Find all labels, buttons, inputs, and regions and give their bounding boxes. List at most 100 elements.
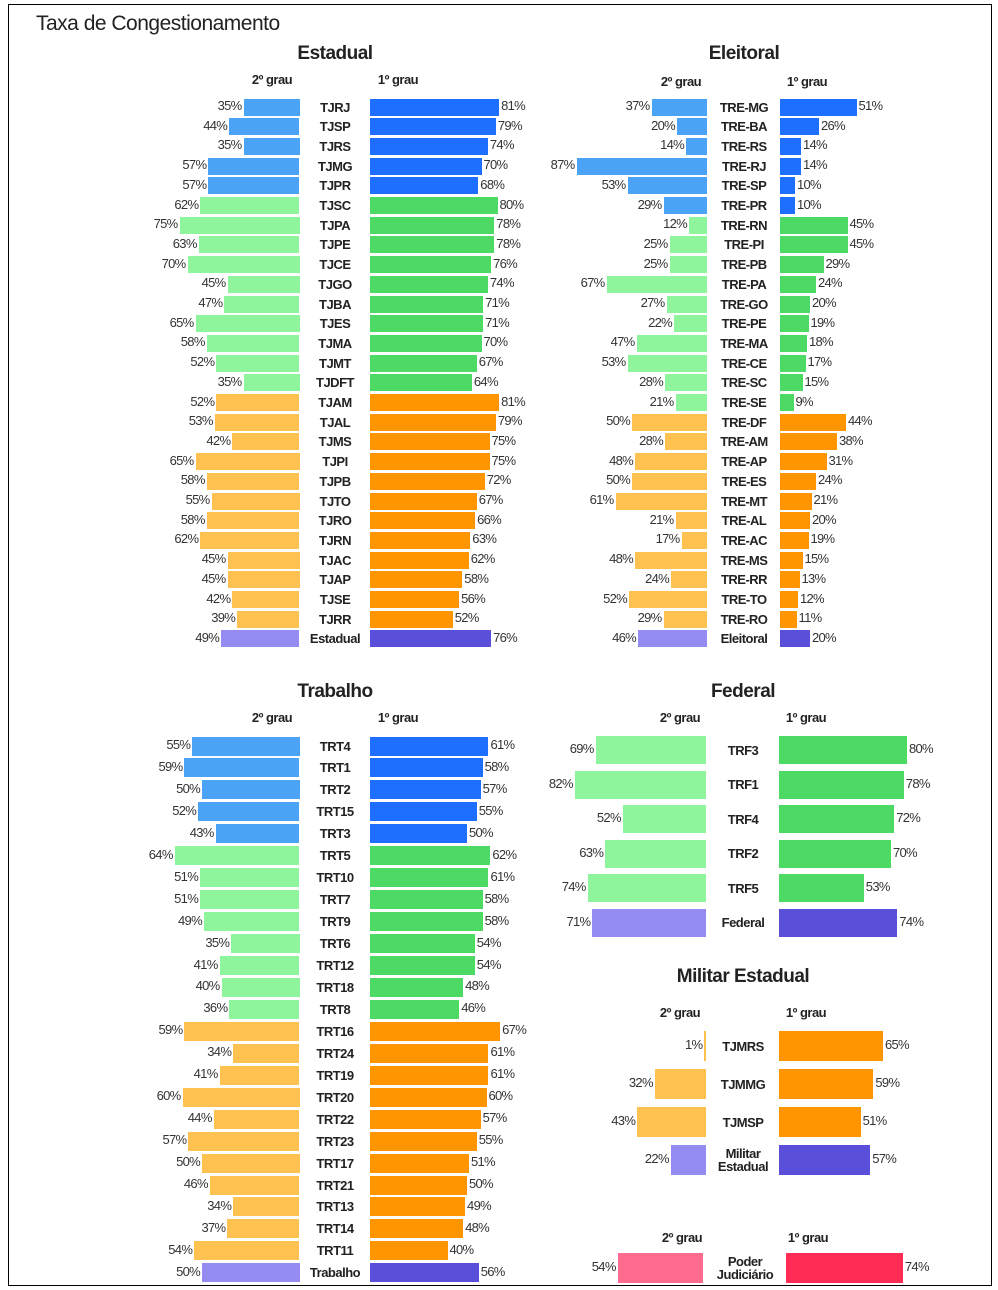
- value-label: 1%: [685, 1037, 703, 1052]
- value-label: 62%: [470, 551, 496, 567]
- bar: [221, 977, 300, 997]
- bar: [369, 610, 453, 628]
- value-label: 58%: [180, 472, 206, 488]
- bar: [674, 315, 707, 333]
- bar: [227, 275, 300, 293]
- category-label: TRE-DF: [721, 414, 767, 430]
- bar: [780, 630, 810, 648]
- category-label: TRE-SP: [721, 178, 767, 194]
- bar: [780, 334, 807, 352]
- bar: [208, 157, 300, 175]
- bar: [632, 413, 707, 431]
- category-label: TJMT: [319, 355, 351, 371]
- category-label: TRE-AM: [720, 434, 768, 450]
- panel-title: Militar Estadual: [676, 966, 810, 987]
- value-label: 44%: [203, 117, 228, 133]
- bar: [219, 956, 300, 975]
- bar: [369, 472, 485, 490]
- bar: [780, 394, 794, 411]
- bar: [369, 1175, 467, 1195]
- value-label: 24%: [645, 570, 670, 586]
- value-label: 50%: [176, 1154, 201, 1170]
- value-label: 35%: [217, 98, 243, 113]
- bar: [206, 512, 300, 530]
- value-label: 9%: [795, 393, 814, 409]
- value-label: 48%: [609, 551, 634, 567]
- value-label: 61%: [490, 1066, 515, 1082]
- category-label: TJRO: [318, 513, 352, 529]
- value-label: 65%: [885, 1037, 910, 1052]
- bar: [576, 157, 707, 175]
- category-label: TRT7: [319, 892, 351, 908]
- series-header: 1º grau: [785, 710, 827, 725]
- value-label: 75%: [491, 432, 517, 448]
- value-label: 74%: [899, 913, 924, 929]
- value-label: 58%: [484, 758, 510, 774]
- category-label: TJGO: [318, 276, 352, 292]
- category-label: TRE-RN: [720, 217, 768, 233]
- value-label: 40%: [195, 978, 221, 994]
- value-label: 67%: [478, 354, 504, 370]
- value-label: 12%: [800, 590, 825, 606]
- bar: [780, 177, 795, 195]
- bar: [666, 295, 707, 313]
- value-label: 48%: [609, 452, 634, 468]
- value-label: 52%: [596, 810, 622, 825]
- category-label: TJRJ: [320, 99, 350, 115]
- category-label: TRT1: [319, 760, 351, 776]
- bar: [587, 874, 706, 902]
- bar: [202, 1153, 300, 1173]
- value-label: 15%: [804, 551, 830, 567]
- bar: [184, 1021, 300, 1041]
- category-label: Militar Estadual: [717, 1146, 769, 1174]
- value-label: 54%: [168, 1241, 193, 1257]
- bar: [179, 216, 300, 234]
- bar: [780, 591, 798, 608]
- value-label: 70%: [893, 844, 918, 860]
- category-label: TJCE: [319, 257, 351, 273]
- bar: [206, 334, 300, 352]
- bar: [369, 934, 475, 954]
- value-label: 45%: [849, 235, 875, 251]
- category-label: TRT11: [316, 1243, 354, 1259]
- value-label: 19%: [810, 314, 836, 330]
- value-label: 57%: [182, 176, 207, 192]
- value-label: 59%: [158, 1022, 184, 1038]
- bar: [780, 236, 848, 254]
- bar: [632, 472, 707, 490]
- value-label: 56%: [480, 1263, 506, 1279]
- value-label: 44%: [187, 1110, 213, 1126]
- bar: [369, 197, 498, 214]
- bar: [206, 472, 300, 490]
- category-label: TRT21: [316, 1177, 354, 1193]
- bar: [780, 531, 809, 549]
- category-label: TJPR: [319, 178, 351, 194]
- category-label: TRE-RR: [720, 572, 768, 588]
- value-label: 42%: [206, 432, 231, 448]
- value-label: 26%: [821, 117, 846, 133]
- bar: [704, 1031, 706, 1061]
- category-label: TRT20: [316, 1089, 354, 1105]
- bar: [369, 1241, 448, 1261]
- category-label: TRT2: [319, 782, 351, 798]
- category-label: TRF3: [727, 742, 759, 758]
- bar: [369, 433, 490, 451]
- category-label: TRE-RS: [721, 138, 767, 154]
- value-label: 52%: [172, 802, 197, 818]
- value-label: 28%: [639, 373, 664, 389]
- bar: [369, 453, 490, 471]
- bar: [669, 236, 707, 254]
- bar: [595, 736, 706, 764]
- value-label: 20%: [812, 629, 837, 645]
- category-label: TRE-ES: [721, 473, 767, 489]
- value-label: 27%: [640, 295, 666, 310]
- bar: [780, 413, 846, 431]
- bar: [369, 512, 476, 530]
- value-label: 28%: [639, 432, 664, 448]
- value-label: 82%: [548, 775, 574, 791]
- category-label: TJPE: [319, 237, 351, 253]
- bar: [686, 137, 707, 155]
- category-label: TJAC: [319, 552, 351, 568]
- bar: [675, 394, 707, 411]
- value-label: 67%: [478, 492, 504, 507]
